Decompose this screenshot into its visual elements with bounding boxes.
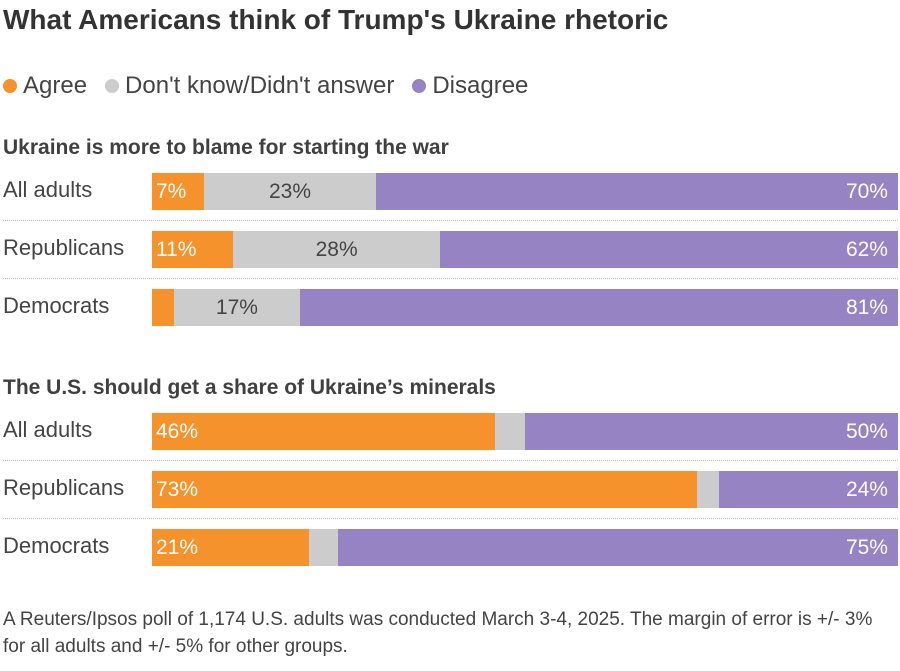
- legend-item: Disagree: [412, 72, 528, 100]
- bar-segment-disagree: 62%: [440, 231, 898, 268]
- data-label: 7%: [156, 180, 187, 203]
- stacked-bar: 21% 75%: [152, 529, 898, 566]
- stacked-bar: 11% 28% 62%: [152, 231, 898, 268]
- panel-title: Ukraine is more to blame for starting th…: [3, 136, 449, 159]
- legend-label: Disagree: [432, 72, 529, 99]
- stacked-bar: 17% 81%: [152, 289, 898, 326]
- bar-segment-disagree: 70%: [375, 173, 898, 210]
- stacked-bar: 46% 50%: [152, 413, 898, 450]
- stacked-bar: 73% 24%: [152, 471, 898, 508]
- bar-segment-agree: 7%: [152, 173, 205, 210]
- data-label: 24%: [845, 478, 888, 501]
- data-label: 46%: [156, 420, 199, 443]
- legend-swatch: [412, 79, 427, 93]
- category-label: Republicans: [3, 235, 125, 260]
- row-divider: [3, 278, 898, 279]
- category-label: Democrats: [3, 293, 110, 318]
- data-label: 50%: [845, 420, 888, 443]
- category-label: Republicans: [3, 475, 125, 500]
- legend-label: Don't know/Didn't answer: [125, 72, 395, 99]
- panel-title: The U.S. should get a share of Ukraine’s…: [3, 376, 496, 399]
- legend: Agree Don't know/Didn't answer Disagree: [3, 72, 528, 100]
- data-label: 21%: [156, 536, 199, 559]
- legend-swatch: [105, 79, 120, 93]
- data-label: 17%: [215, 296, 258, 319]
- category-label: All adults: [3, 417, 93, 442]
- stacked-bar: 7% 23% 70%: [152, 173, 898, 210]
- bar-row: Republicans 73% 24%: [0, 471, 900, 509]
- bar-row: All adults 7% 23% 70%: [0, 173, 900, 211]
- data-label: 23%: [268, 180, 312, 203]
- category-label: Democrats: [3, 533, 110, 558]
- data-label: 75%: [845, 536, 888, 559]
- bar-segment-disagree: 81%: [299, 289, 898, 326]
- bar-segment-disagree: 24%: [718, 471, 898, 508]
- bar-segment-don-t-know-didn-t-answer: [308, 529, 339, 566]
- data-label: 70%: [845, 180, 888, 203]
- bar-segment-don-t-know-didn-t-answer: [495, 413, 525, 450]
- data-label: 73%: [156, 478, 199, 501]
- bar-segment-agree: [152, 289, 175, 326]
- data-label: 28%: [315, 238, 358, 261]
- data-label: 11%: [156, 238, 197, 261]
- bar-segment-don-t-know-didn-t-answer: 17%: [174, 289, 300, 326]
- bar-segment-agree: 73%: [152, 471, 697, 508]
- category-label: All adults: [3, 177, 93, 202]
- bar-row: Democrats 17% 81%: [0, 289, 900, 327]
- bar-segment-agree: 46%: [152, 413, 496, 450]
- bar-row: All adults 46% 50%: [0, 413, 900, 451]
- row-divider: [3, 220, 898, 221]
- legend-label: Agree: [23, 72, 88, 99]
- bar-segment-agree: 21%: [152, 529, 309, 566]
- bar-segment-agree: 11%: [152, 231, 234, 268]
- legend-swatch: [3, 79, 17, 93]
- bar-row: Republicans 11% 28% 62%: [0, 231, 900, 269]
- row-divider: [3, 460, 898, 461]
- bar-row: Democrats 21% 75%: [0, 529, 900, 567]
- bar-segment-disagree: 75%: [338, 529, 898, 566]
- bar-segment-disagree: 50%: [524, 413, 898, 450]
- data-label: 62%: [845, 238, 888, 261]
- row-divider: [3, 518, 898, 519]
- legend-item: Agree: [3, 72, 87, 100]
- footnote: A Reuters/Ipsos poll of 1,174 U.S. adult…: [3, 609, 873, 657]
- legend-item: Don't know/Didn't answer: [105, 72, 394, 100]
- data-label: 81%: [845, 296, 888, 319]
- bar-segment-don-t-know-didn-t-answer: 23%: [204, 173, 376, 210]
- chart-title: What Americans think of Trump's Ukraine …: [3, 4, 669, 35]
- bar-segment-don-t-know-didn-t-answer: [696, 471, 719, 508]
- bar-segment-don-t-know-didn-t-answer: 28%: [233, 231, 441, 268]
